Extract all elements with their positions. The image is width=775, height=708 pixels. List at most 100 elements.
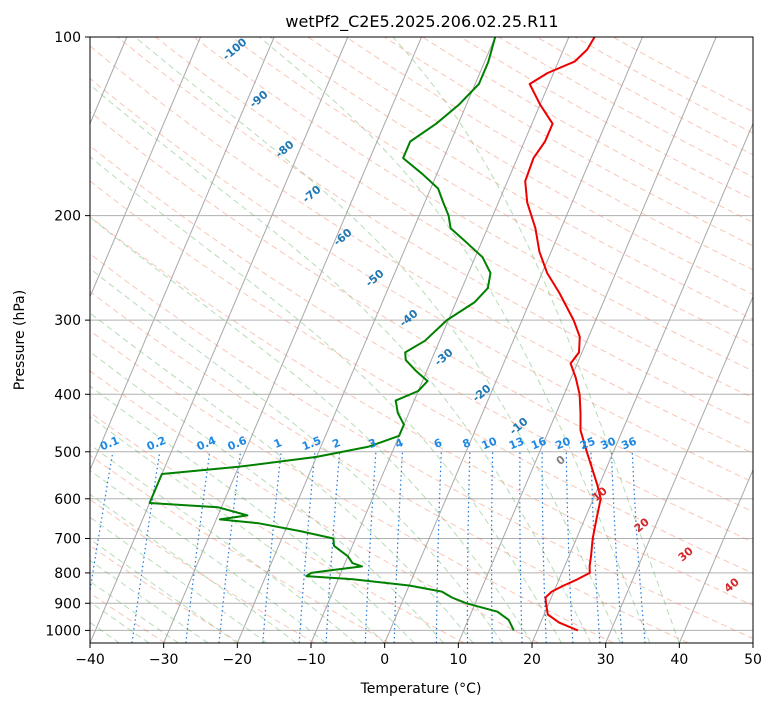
mixing-ratio-line <box>631 451 646 643</box>
dry-adiabats <box>90 37 753 643</box>
isotherm-line <box>678 468 753 643</box>
y-axis-ticks: 100 200 300 400 500 600 700 800 900 1000 <box>45 30 90 639</box>
moist-adiabats <box>90 37 680 643</box>
dry-adiabat-line <box>90 454 390 643</box>
mixing-ratio-line <box>610 451 623 643</box>
dry-adiabat-line <box>90 145 753 543</box>
x-tick-label: 0 <box>380 652 389 668</box>
x-tick-label: 50 <box>744 652 762 668</box>
isotherm-line <box>236 37 496 643</box>
mixing-ratio-line <box>490 451 494 643</box>
x-tick-label: 40 <box>670 652 688 668</box>
x-tick-label: −10 <box>296 652 326 668</box>
y-tick-label: 1000 <box>45 623 81 639</box>
isotherm-line <box>163 37 422 643</box>
isotherm-line <box>531 122 753 643</box>
x-tick-label: 20 <box>523 652 541 668</box>
mixing-ratio-line <box>541 451 547 643</box>
moist-adiabat-line <box>90 385 415 643</box>
mixing-ratio-label: 10 <box>480 435 499 453</box>
x-tick-label: −40 <box>75 652 105 668</box>
mixing-ratio-label: 1 <box>272 436 284 451</box>
dewpoint-profile-line <box>148 37 515 631</box>
mixing-ratio-line <box>185 451 211 643</box>
moist-adiabat-line <box>259 37 651 643</box>
mixing-ratio-line <box>590 451 601 643</box>
moist-adiabat-line <box>90 268 503 643</box>
moist-adiabat-line <box>90 469 327 643</box>
y-tick-label: 900 <box>54 596 81 612</box>
mixing-ratio-label: 8 <box>461 436 473 451</box>
moist-adiabat-line <box>90 156 562 643</box>
x-tick-label: −20 <box>223 652 253 668</box>
plot-frame <box>89 36 754 644</box>
x-tick-label: 10 <box>449 652 467 668</box>
chart-title: wetPf2_C2E5.2025.206.02.25.R11 <box>285 12 558 32</box>
y-tick-label: 500 <box>54 445 81 461</box>
isotherm-line <box>605 295 753 643</box>
y-tick-label: 600 <box>54 492 81 508</box>
x-axis-ticks: −40 −30 −20 −10 0 10 20 30 40 50 <box>75 643 762 668</box>
mixing-ratio-label: 25 <box>578 435 597 453</box>
mixing-ratio-label: 2 <box>330 436 342 451</box>
dry-adiabat-line <box>90 111 753 513</box>
dry-adiabat-line <box>231 37 753 346</box>
moist-adiabat-line <box>90 351 444 643</box>
y-axis-label: Pressure (hPa) <box>12 290 28 390</box>
mixing-ratio-label: 13 <box>507 435 526 453</box>
isotherm-line <box>90 37 275 472</box>
moist-adiabat-line <box>90 312 474 643</box>
isotherm-line <box>457 37 717 643</box>
plot-area: 0.1 0.2 0.4 0.6 1 1.5 2 3 4 6 8 10 13 16 20 25 30 36-100-… <box>90 37 753 643</box>
x-tick-label: 30 <box>597 652 615 668</box>
mixing-ratio-line <box>262 451 282 643</box>
moist-adiabat-line <box>134 37 621 643</box>
mixing-ratio-label: 3 <box>367 436 379 451</box>
isotherm-line <box>310 37 570 643</box>
dry-adiabat-line <box>90 216 753 606</box>
reference-line-labels: 0.1 0.2 0.4 0.6 1 1.5 2 3 4 6 8 10 13 16 20 25 30 36-100-… <box>98 37 742 595</box>
mixing-ratio-label: 16 <box>529 435 548 453</box>
mixing-ratio-line <box>298 451 316 643</box>
y-tick-label: 800 <box>54 566 81 582</box>
mixing-ratio-line <box>565 451 574 643</box>
y-tick-label: 200 <box>54 209 81 225</box>
mixing-ratio-label: 30 <box>599 435 618 453</box>
dry-adiabat-line <box>90 253 753 640</box>
moist-adiabat-line <box>90 493 297 643</box>
moist-adiabat-line <box>90 538 238 643</box>
moist-adiabat-line <box>90 580 179 643</box>
dry-adiabat-line <box>193 37 753 372</box>
pressure-gridlines <box>90 37 753 631</box>
moist-adiabat-line <box>90 216 533 643</box>
mixing-ratio-line <box>90 451 114 595</box>
isotherm-line <box>384 37 643 643</box>
dry-adiabat-line <box>90 499 315 643</box>
x-axis-label: Temperature (°C) <box>360 681 482 697</box>
isotherm-line <box>90 37 201 298</box>
y-tick-label: 700 <box>54 532 81 548</box>
dry-adiabat-line <box>90 77 753 483</box>
dry-adiabat-line <box>90 330 614 643</box>
y-tick-label: 300 <box>54 313 81 329</box>
mixing-ratio-label: 36 <box>619 435 638 453</box>
moist-adiabat-line <box>392 37 680 643</box>
isotherm-line <box>90 37 349 643</box>
mixing-ratio-line <box>218 451 242 643</box>
y-tick-label: 100 <box>54 30 81 46</box>
moist-adiabat-line <box>90 516 268 643</box>
moist-adiabat-line <box>90 416 386 643</box>
mixing-ratio-line <box>435 451 442 643</box>
mixing-ratio-line <box>364 451 377 643</box>
mixing-ratio-label: 20 <box>553 435 572 453</box>
x-tick-label: −30 <box>149 652 179 668</box>
mixing-ratio-line <box>325 451 341 643</box>
mixing-ratio-line <box>466 451 471 643</box>
moist-adiabat-line <box>90 559 209 643</box>
sounding-profiles <box>148 37 602 632</box>
dry-adiabat-line <box>307 37 753 295</box>
temperature-profile-line <box>524 37 602 632</box>
y-tick-label: 400 <box>54 387 81 403</box>
